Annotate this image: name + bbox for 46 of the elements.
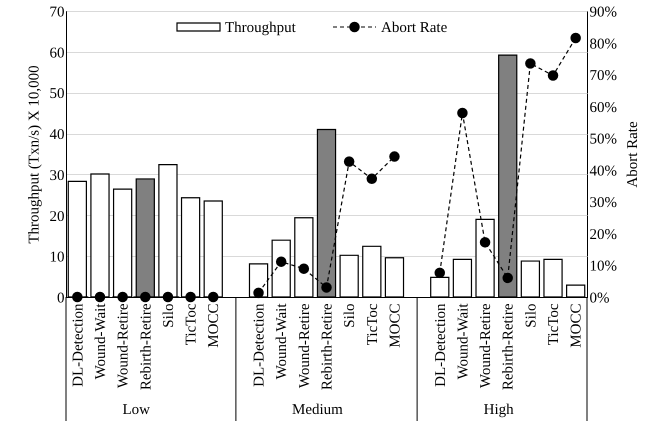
y2-tick-label: 50% <box>590 132 617 148</box>
y-tick-label: 60 <box>50 45 64 62</box>
y2-tick-label: 90% <box>590 4 617 20</box>
y-tick-label: 0 <box>57 290 64 306</box>
x-tick-label: TicToc <box>546 303 562 346</box>
legend-label: Abort Rate <box>381 20 448 36</box>
x-tick-label: MOCC <box>206 304 222 348</box>
legend-label: Throughput <box>225 20 297 36</box>
x-tick-label: Wound-Wait <box>455 302 472 380</box>
y-tick-label: 30 <box>50 168 64 184</box>
x-tick-label: Wound-Retire <box>296 303 313 388</box>
x-tick-label: Wound-Retire <box>478 303 494 388</box>
x-tick-label: Wound-Wait <box>92 302 109 380</box>
x-tick-label: MOCC <box>387 304 404 348</box>
y-tick-label: 10 <box>50 250 64 266</box>
x-tick-label: Silo <box>160 304 177 328</box>
text: Low <box>122 402 150 418</box>
y-tick-label: 40 <box>50 127 64 144</box>
y2-tick-label: 40% <box>590 163 617 180</box>
x-tick-label: DL-Detection <box>432 303 449 387</box>
y2-tick-label: 60% <box>590 100 617 116</box>
y2-tick-label: 0% <box>590 290 610 306</box>
y2-tick-label: 30% <box>590 195 617 212</box>
x-tick-label: Silo <box>342 304 358 328</box>
text: Medium <box>292 402 344 418</box>
y2-tick-label: 70% <box>590 68 617 84</box>
x-tick-label: TicToc <box>364 303 381 346</box>
y-tick-label: 50 <box>50 86 64 102</box>
x-tick-label: Silo <box>523 304 540 328</box>
y2-tick-label: 10% <box>590 258 617 275</box>
x-tick-label: Rebirth-Retire <box>320 303 336 390</box>
text: High <box>484 402 514 418</box>
x-tick-label: Rebirth-Retire <box>500 303 517 390</box>
y-tick-label: 20 <box>50 208 64 225</box>
y2-tick-label: 20% <box>590 226 617 243</box>
x-tick-label: TicToc <box>184 303 200 346</box>
y2-axis-title: Abort Rate <box>624 121 641 188</box>
y2-tick-label: 80% <box>590 36 617 52</box>
x-tick-label: DL-Detection <box>70 303 86 387</box>
x-tick-label: Wound-Wait <box>274 302 290 380</box>
y-tick-label: 70 <box>50 4 64 20</box>
x-tick-label: MOCC <box>568 304 585 348</box>
x-tick-label: Rebirth-Retire <box>138 303 154 390</box>
y-axis-title: Throughput (Txn/s) X 10,000 <box>26 65 42 244</box>
x-tick-label: Wound-Retire <box>116 303 132 388</box>
x-tick-label: DL-Detection <box>252 303 268 387</box>
